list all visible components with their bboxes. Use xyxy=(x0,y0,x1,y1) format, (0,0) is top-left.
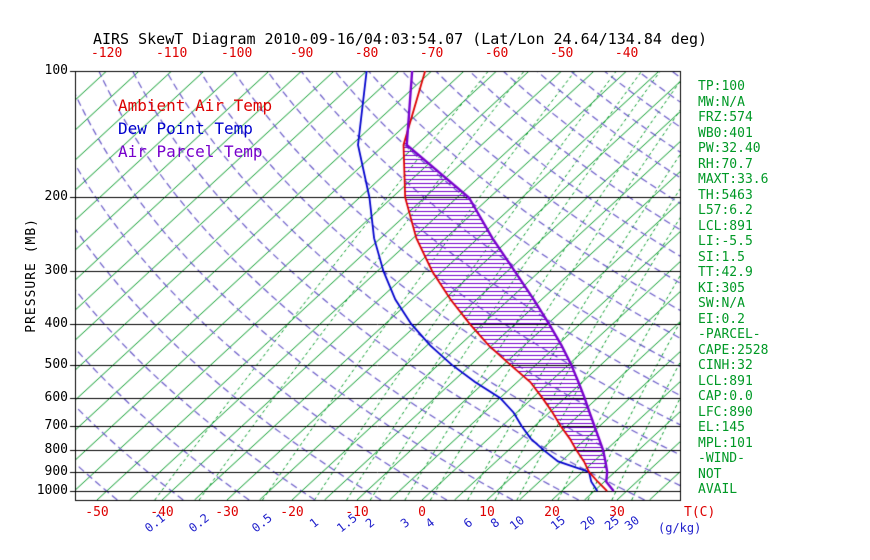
pressure-tick-label: 200 xyxy=(44,189,68,205)
stat-line: CAPE:2528 xyxy=(698,342,769,358)
top-temp-tick-label: -60 xyxy=(484,46,509,61)
top-temp-tick-label: -90 xyxy=(289,46,314,61)
legend-dew-point-temp: Dew Point Temp xyxy=(118,119,253,138)
stat-line: SI:1.5 xyxy=(698,249,745,265)
bottom-temp-tick-label: 20 xyxy=(544,505,560,520)
pressure-tick-label: 600 xyxy=(44,389,68,405)
temp-unit-label: T(C) xyxy=(684,505,716,520)
stat-line: WB0:401 xyxy=(698,125,753,141)
pressure-tick-label: 1000 xyxy=(36,483,68,499)
top-temp-tick-label: -110 xyxy=(155,46,188,61)
stat-line: TP:100 xyxy=(698,79,745,94)
stat-line: EL:145 xyxy=(698,420,745,435)
stats-panel: TP:100 MW:N/A FRZ:574 WB0:401 PW:32.40 RH:70.… xyxy=(698,79,768,498)
bottom-temp-tick-label: -10 xyxy=(345,505,369,520)
pressure-tick-label: 100 xyxy=(44,63,68,78)
pressure-tick-label: 500 xyxy=(44,356,68,372)
bottom-temp-tick-label: 30 xyxy=(609,505,625,520)
bottom-temp-tick-label: 10 xyxy=(479,505,495,520)
legend-ambient-air-temp: Ambient Air Temp xyxy=(118,96,273,115)
top-temp-tick-label: -100 xyxy=(220,46,253,61)
stat-line: CINH:32 xyxy=(698,358,753,373)
bottom-temp-tick-label: -30 xyxy=(215,505,239,520)
stat-line: EI:0.2 xyxy=(698,311,745,327)
pressure-tick-label: 400 xyxy=(44,315,68,331)
stat-line: NOT xyxy=(698,466,722,482)
stat-line: TT:42.9 xyxy=(698,265,753,280)
pressure-tick-label: 300 xyxy=(44,263,68,279)
chart-title: AIRS SkewT Diagram 2010-09-16/04:03:54.0… xyxy=(92,30,708,48)
bottom-temp-tick-label: 0 xyxy=(418,505,426,520)
stat-line: MPL:101 xyxy=(698,435,753,451)
top-temp-tick-label: -70 xyxy=(419,46,444,61)
pressure-tick-label: 700 xyxy=(44,418,68,434)
stat-line: -WIND- xyxy=(698,451,745,466)
stat-line: PW:32.40 xyxy=(698,141,761,156)
stat-line: SW:N/A xyxy=(698,296,745,311)
top-temp-tick-label: -50 xyxy=(549,46,574,61)
stat-line: KI:305 xyxy=(698,280,745,296)
pressure-tick-label: 900 xyxy=(44,463,68,479)
stat-line: FRZ:574 xyxy=(698,110,753,125)
stat-line: TH:5463 xyxy=(698,187,753,203)
stat-line: MW:N/A xyxy=(698,94,745,110)
stat-line: -PARCEL- xyxy=(698,327,761,342)
stat-line: RH:70.7 xyxy=(698,156,753,172)
stat-line: LCL:891 xyxy=(698,218,753,234)
stat-line: CAP:0.0 xyxy=(698,389,753,404)
top-temp-tick-label: -80 xyxy=(354,46,379,61)
pressure-tick-label: 800 xyxy=(44,442,68,458)
stat-line: LFC:890 xyxy=(698,404,753,420)
bottom-temp-tick-label: -40 xyxy=(150,505,174,520)
stat-line: LI:-5.5 xyxy=(698,234,753,249)
bottom-temp-tick-label: -20 xyxy=(280,505,304,520)
mixing-ratio-unit-label: (g/kg) xyxy=(658,521,702,535)
legend-air-parcel-temp: Air Parcel Temp xyxy=(118,142,263,161)
bottom-temp-tick-label: -50 xyxy=(85,505,109,520)
stat-line: L57:6.2 xyxy=(698,203,753,218)
stat-line: AVAIL xyxy=(698,482,738,497)
stat-line: MAXT:33.6 xyxy=(698,172,769,187)
top-temp-tick-label: -40 xyxy=(614,46,639,61)
top-temp-tick-label: -120 xyxy=(90,46,123,61)
stat-line: LCL:891 xyxy=(698,373,753,389)
